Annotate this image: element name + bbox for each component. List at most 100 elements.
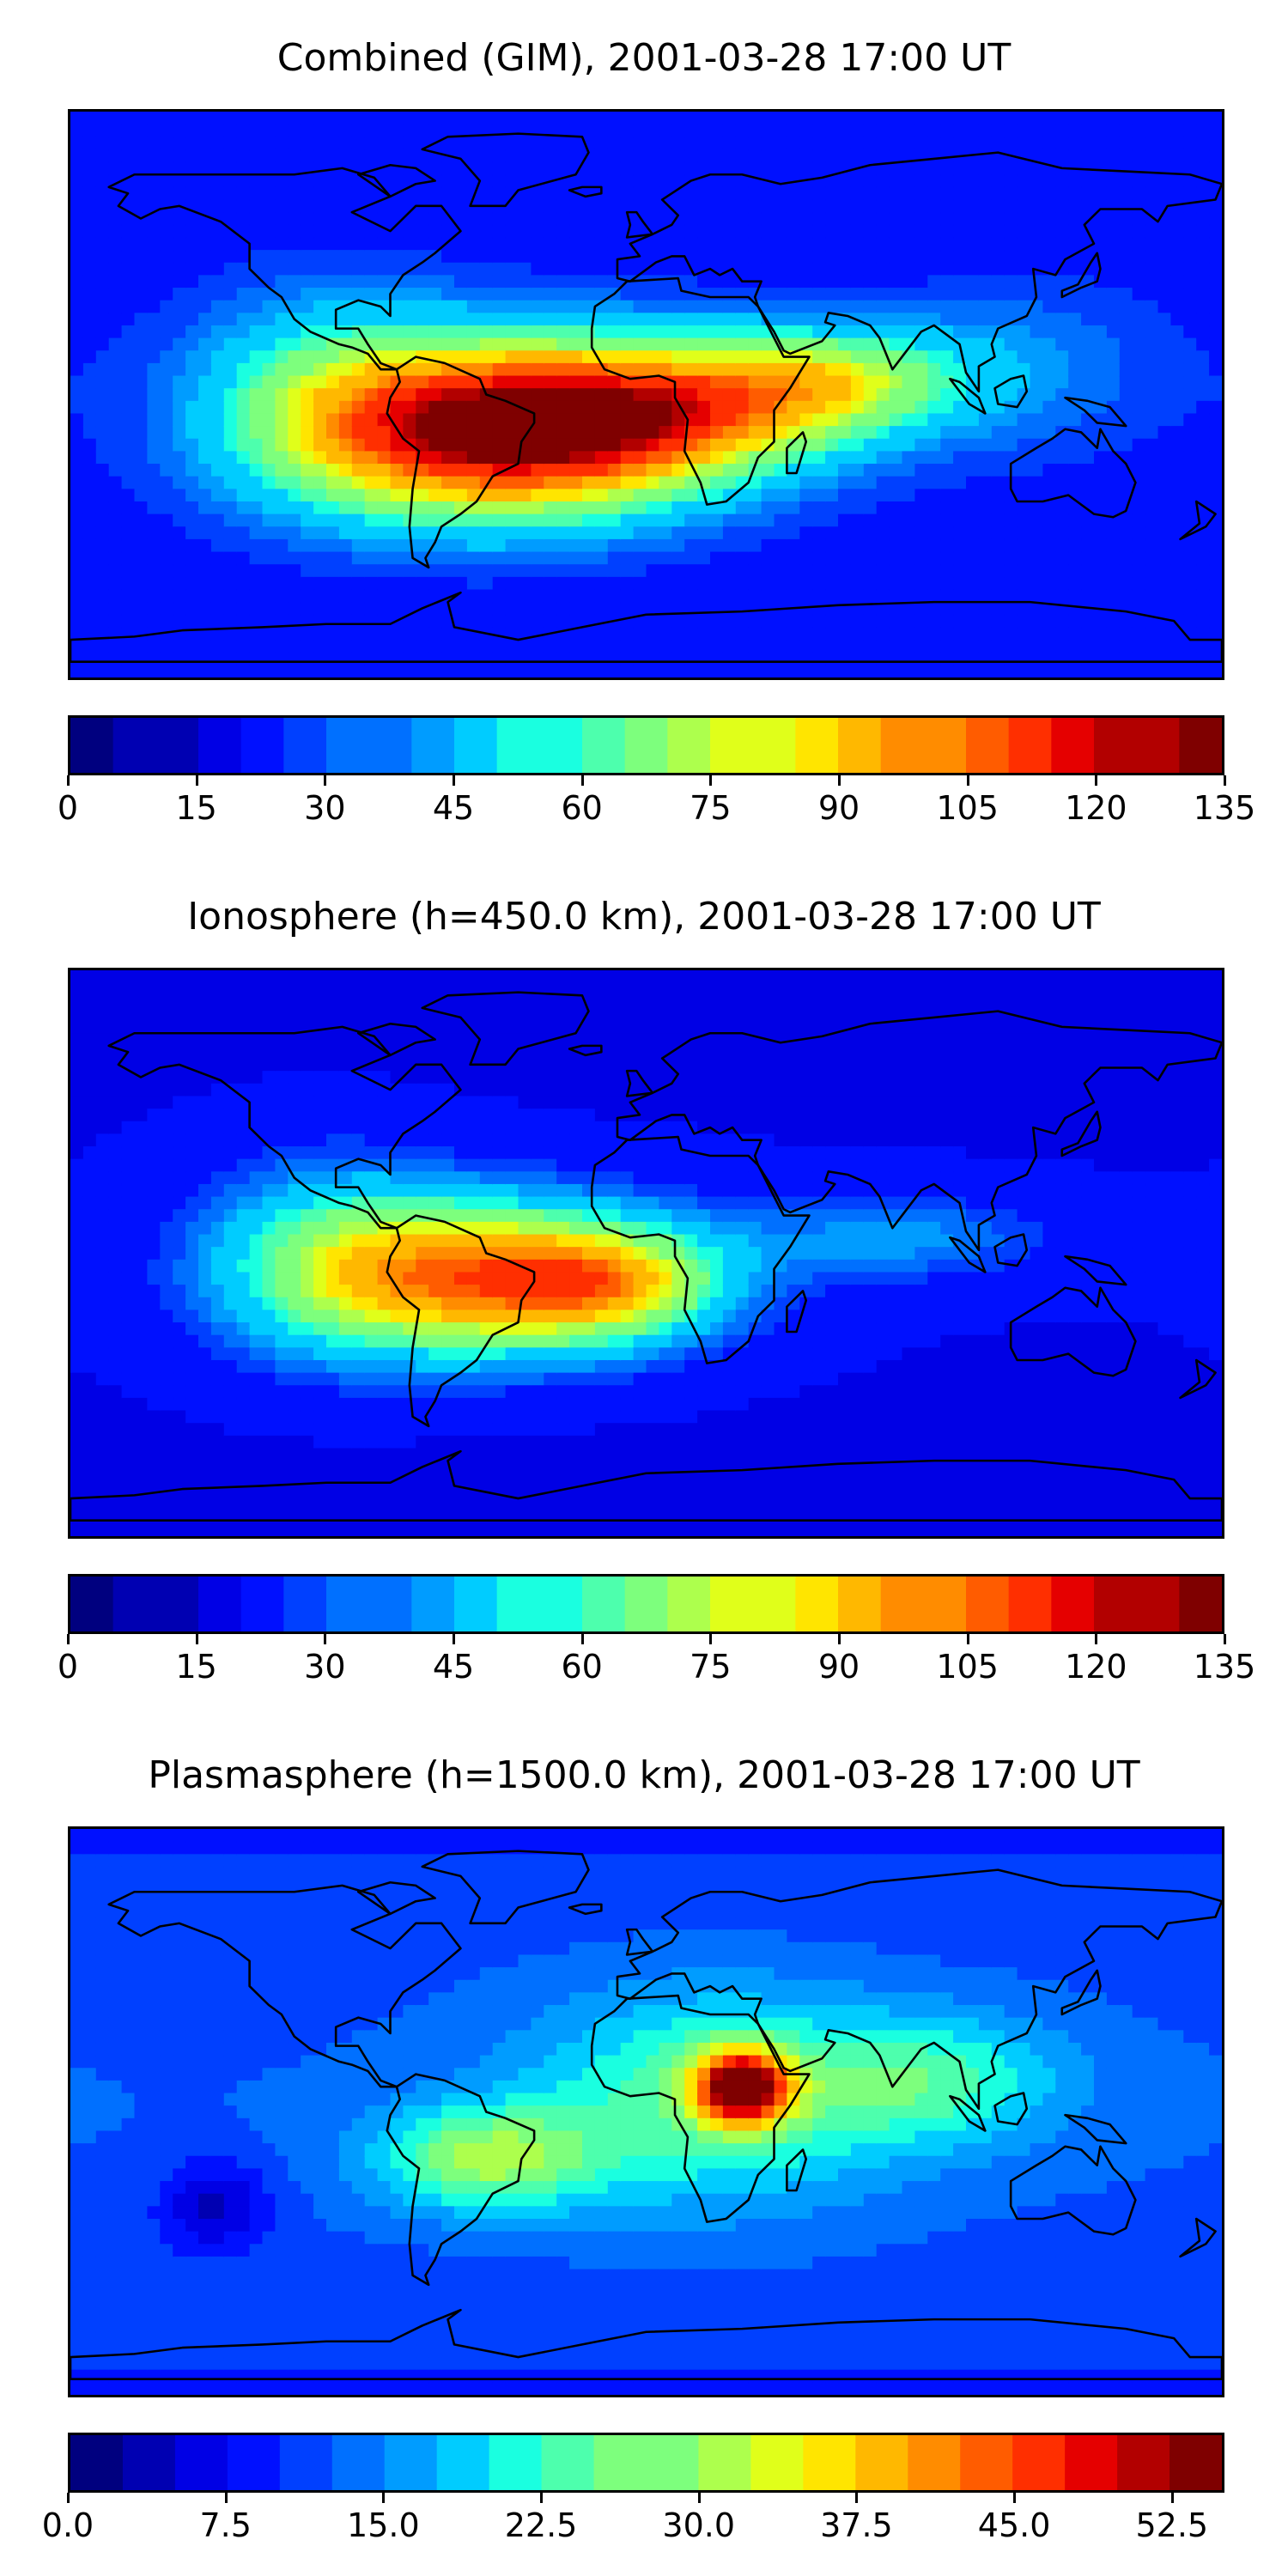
heatmap-cell (825, 275, 840, 289)
heatmap-cell (210, 137, 225, 151)
heatmap-cell (275, 388, 289, 402)
heatmap-cell (569, 438, 584, 453)
heatmap-cell (735, 489, 750, 503)
heatmap-cell (659, 476, 673, 490)
heatmap-cell (646, 186, 660, 201)
heatmap-cell (991, 275, 1005, 289)
heatmap-cell (236, 551, 251, 566)
heatmap-cell (799, 602, 814, 616)
heatmap-cell (556, 224, 571, 239)
heatmap-cell (121, 1196, 136, 1211)
heatmap-cell (1055, 476, 1070, 490)
heatmap-cell (876, 325, 890, 339)
coastline-british-isles (625, 210, 654, 239)
heatmap-cell (1030, 489, 1044, 503)
heatmap-cell (991, 112, 1005, 125)
heatmap-cell (288, 149, 302, 163)
heatmap-cell (812, 652, 827, 666)
heatmap-cell (1055, 627, 1070, 641)
heatmap-cell (275, 1435, 289, 1449)
heatmap-cell (223, 652, 238, 666)
heatmap-cell (838, 400, 853, 415)
heatmap-cell (722, 627, 737, 641)
heatmap-cell (1004, 237, 1018, 252)
heatmap-cell (735, 602, 750, 616)
heatmap-cell (544, 288, 558, 301)
heatmap-cell (1170, 212, 1185, 226)
heatmap-cell (134, 224, 149, 239)
heatmap-cell (569, 337, 584, 352)
heatmap-cell (198, 362, 213, 377)
heatmap-cell (160, 501, 174, 515)
heatmap-cell (774, 464, 788, 477)
heatmap-cell (1170, 513, 1185, 528)
heatmap-cell (966, 237, 981, 252)
heatmap-cell (1094, 300, 1109, 314)
heatmap-cell (134, 1423, 149, 1437)
heatmap-cell (121, 614, 136, 629)
heatmap-cell (1017, 250, 1031, 264)
heatmap-cell (594, 388, 609, 402)
heatmap-cell (1030, 501, 1044, 515)
heatmap-cell (108, 413, 123, 428)
heatmap-cell (313, 438, 328, 453)
heatmap-cell (594, 325, 609, 339)
heatmap-cell (774, 325, 788, 339)
heatmap-cell (966, 438, 981, 453)
heatmap-cell (1004, 526, 1018, 541)
heatmap-cell (838, 212, 853, 226)
heatmap-cell (978, 275, 993, 289)
heatmap-cell (914, 350, 929, 364)
heatmap-cell (210, 325, 225, 339)
heatmap-cell (173, 1247, 187, 1261)
heatmap-cell (249, 1045, 264, 1060)
heatmap-cell (735, 124, 750, 138)
heatmap-cell (147, 1196, 161, 1211)
heatmap-cell (582, 489, 597, 503)
heatmap-cell (121, 451, 136, 465)
heatmap-cell (198, 1397, 213, 1412)
heatmap-cell (825, 489, 840, 503)
heatmap-cell (1030, 112, 1044, 125)
heatmap-cell (659, 513, 673, 528)
heatmap-cell (1042, 589, 1057, 604)
heatmap-cell (748, 526, 762, 541)
heatmap-cell (95, 300, 110, 314)
heatmap-cell (95, 1448, 110, 1462)
heatmap-cell (1055, 400, 1070, 415)
heatmap-cell (479, 413, 494, 428)
heatmap-cell (236, 476, 251, 490)
heatmap-cell (390, 350, 404, 364)
heatmap-cell (390, 400, 404, 415)
heatmap-cell (722, 325, 737, 339)
colorbar-tick-label: 15 (175, 789, 217, 827)
heatmap-cell (210, 1397, 225, 1412)
heatmap-cell (223, 1109, 238, 1122)
heatmap-cell (288, 388, 302, 402)
heatmap-cell (236, 426, 251, 440)
heatmap-cell (288, 1461, 302, 1474)
heatmap-cell (531, 652, 545, 666)
heatmap-cell (1119, 350, 1133, 364)
heatmap-cell (569, 300, 584, 314)
heatmap-cell (185, 1435, 200, 1449)
heatmap-cell (275, 489, 289, 503)
heatmap-cell (825, 451, 840, 465)
heatmap-cell (108, 388, 123, 402)
heatmap-cell (659, 652, 673, 666)
heatmap-cell (953, 589, 968, 604)
heatmap-cell (313, 564, 328, 578)
heatmap-cell (134, 1033, 149, 1047)
heatmap-cell (684, 375, 699, 390)
heatmap-cell (914, 489, 929, 503)
heatmap-cell (582, 375, 597, 390)
heatmap-cell (582, 124, 597, 138)
heatmap-cell (147, 1347, 161, 1362)
heatmap-cell (454, 614, 469, 629)
heatmap-cell (966, 212, 981, 226)
heatmap-cell (889, 174, 903, 188)
heatmap-cell (236, 1498, 251, 1512)
heatmap-cell (454, 199, 469, 214)
heatmap-cell (236, 224, 251, 239)
heatmap-cell (275, 1045, 289, 1060)
